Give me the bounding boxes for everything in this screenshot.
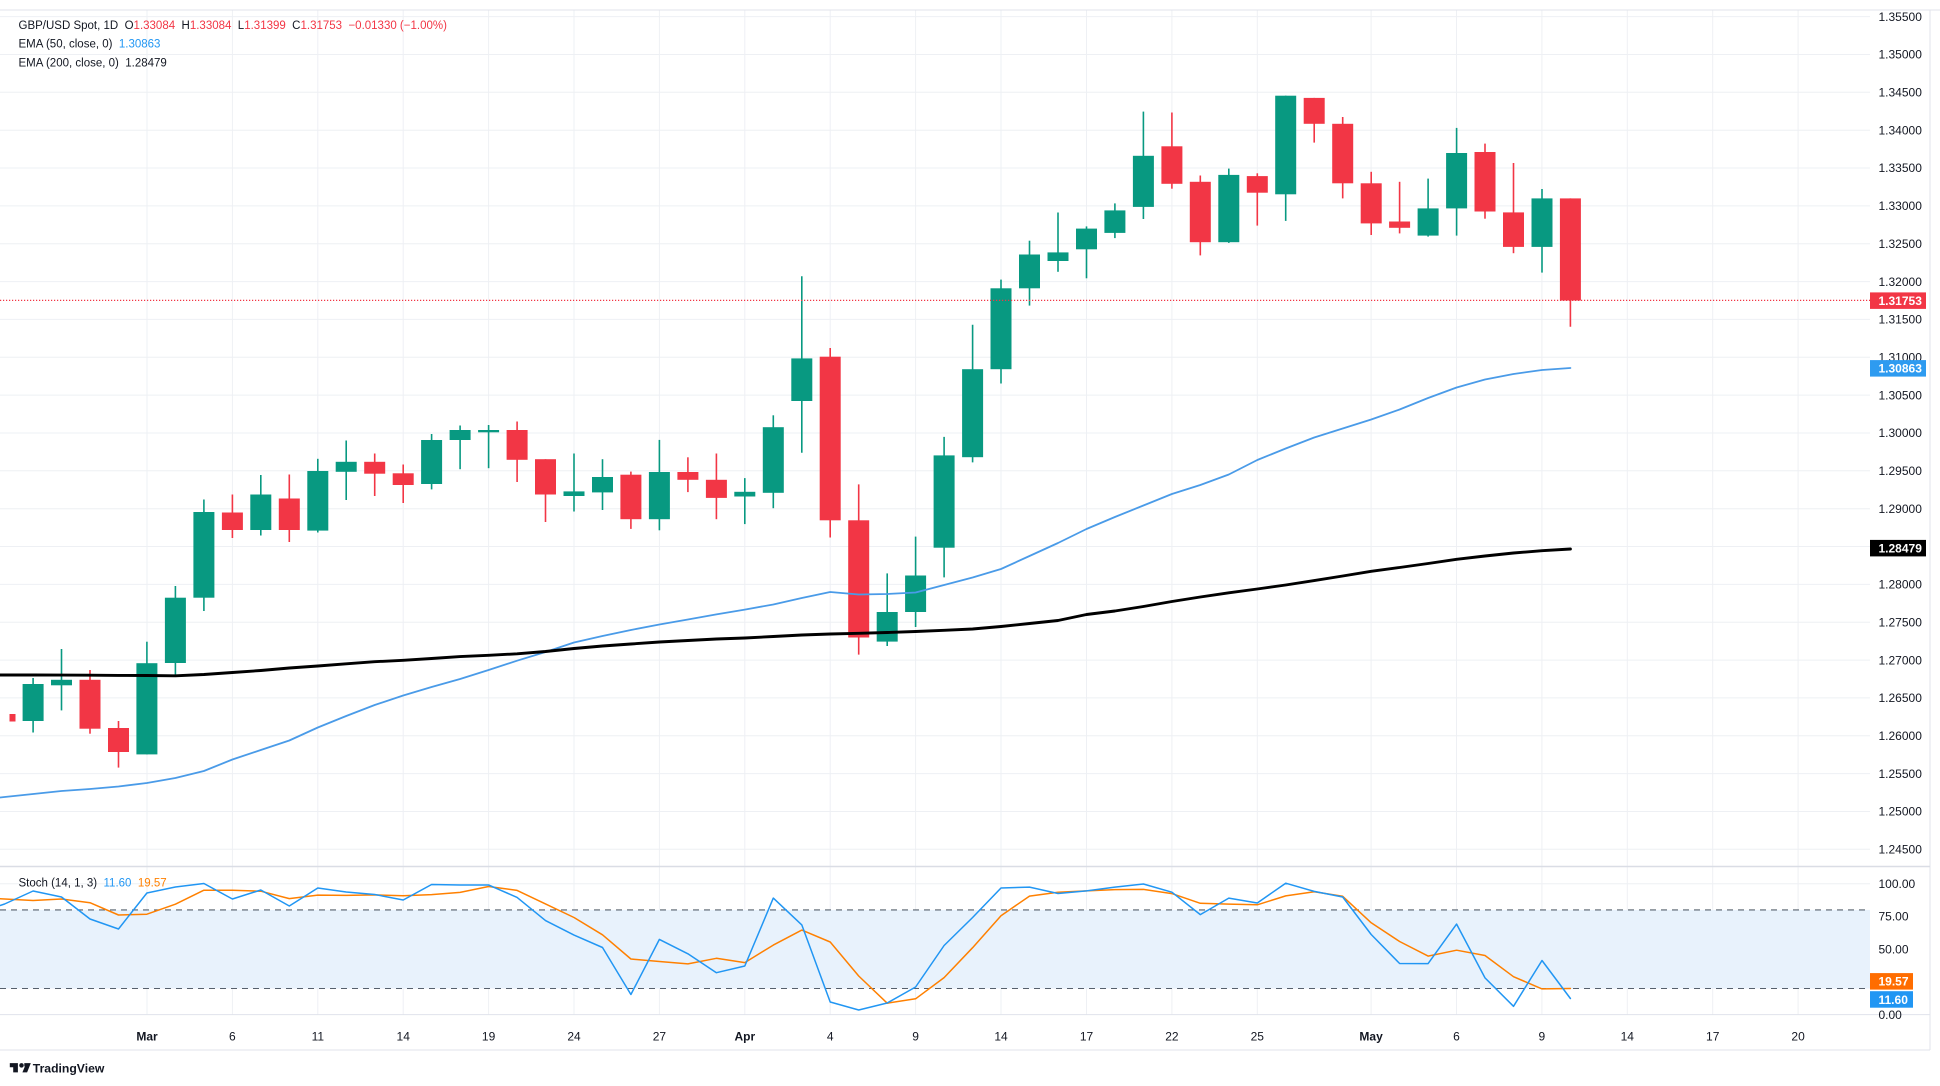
svg-text:27: 27 [653,1030,667,1044]
svg-text:1.34000: 1.34000 [1879,123,1923,137]
svg-text:1.34500: 1.34500 [1879,86,1923,100]
svg-text:6: 6 [1453,1030,1460,1044]
svg-text:14: 14 [1621,1030,1635,1044]
svg-text:EMA (200, close, 0) 1.28479: EMA (200, close, 0) 1.28479 [19,57,167,69]
svg-text:1.25000: 1.25000 [1879,805,1923,819]
svg-text:9: 9 [912,1030,919,1044]
svg-text:19.57: 19.57 [1879,975,1909,989]
svg-text:1.26500: 1.26500 [1879,691,1923,705]
svg-text:14: 14 [397,1030,411,1044]
svg-text:1.29500: 1.29500 [1879,464,1923,478]
svg-text:24: 24 [567,1030,581,1044]
svg-text:1.35500: 1.35500 [1879,10,1923,24]
svg-text:1.29000: 1.29000 [1879,502,1923,516]
svg-text:50.00: 50.00 [1879,942,1909,956]
svg-text:11.60: 11.60 [1879,993,1909,1007]
svg-text:22: 22 [1165,1030,1179,1044]
svg-text:9: 9 [1539,1030,1546,1044]
svg-text:25: 25 [1251,1030,1265,1044]
svg-text:1.32000: 1.32000 [1879,275,1923,289]
svg-text:TradingView: TradingView [33,1062,105,1076]
svg-text:1.28000: 1.28000 [1879,578,1923,592]
svg-text:1.30500: 1.30500 [1879,388,1923,402]
svg-text:17: 17 [1706,1030,1720,1044]
svg-text:1.35000: 1.35000 [1879,48,1923,62]
svg-text:0.00: 0.00 [1879,1008,1903,1022]
svg-text:EMA (50, close, 0) 1.30863: EMA (50, close, 0) 1.30863 [19,39,161,51]
svg-text:1.27000: 1.27000 [1879,653,1923,667]
svg-text:GBP/USD Spot, 1D O1.33084 H1: GBP/USD Spot, 1D O1.33084 H1.33084 L1.31… [19,20,448,32]
svg-text:6: 6 [229,1030,236,1044]
svg-text:1.27500: 1.27500 [1879,615,1923,629]
svg-text:20: 20 [1791,1030,1805,1044]
svg-text:11: 11 [312,1030,325,1044]
svg-text:17: 17 [1080,1030,1094,1044]
svg-text:1.30863: 1.30863 [1879,362,1923,376]
svg-text:May: May [1359,1030,1383,1044]
svg-text:1.30000: 1.30000 [1879,426,1923,440]
svg-text:1.31500: 1.31500 [1879,313,1923,327]
svg-text:14: 14 [994,1030,1008,1044]
svg-text:100.00: 100.00 [1879,877,1916,891]
svg-text:19: 19 [482,1030,496,1044]
svg-text:1.33500: 1.33500 [1879,161,1923,175]
svg-text:75.00: 75.00 [1879,910,1909,924]
svg-text:Stoch (14, 1, 3) 11.60 19.57: Stoch (14, 1, 3) 11.60 19.57 [19,877,167,889]
svg-text:1.24500: 1.24500 [1879,843,1923,857]
svg-text:Apr: Apr [734,1030,755,1044]
svg-text:1.28479: 1.28479 [1879,541,1923,555]
svg-text:Mar: Mar [136,1030,158,1044]
svg-text:1.26000: 1.26000 [1879,729,1923,743]
svg-text:4: 4 [827,1030,834,1044]
svg-text:1.25500: 1.25500 [1879,767,1923,781]
svg-text:1.31753: 1.31753 [1879,294,1923,308]
svg-text:1.32500: 1.32500 [1879,237,1923,251]
svg-text:1.33000: 1.33000 [1879,199,1923,213]
